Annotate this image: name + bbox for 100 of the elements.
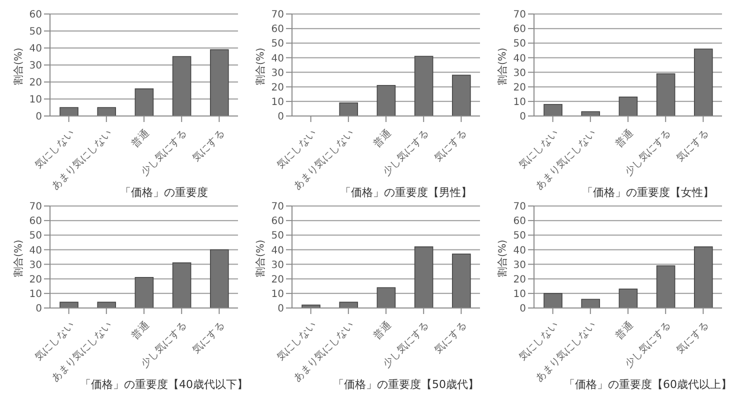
y-axis-title: 割合(%) bbox=[254, 240, 267, 277]
y-tick-label: 40 bbox=[271, 53, 284, 64]
bar bbox=[544, 104, 562, 116]
y-tick-label: 10 bbox=[271, 96, 284, 108]
bar bbox=[60, 302, 78, 308]
bar bbox=[97, 302, 116, 308]
y-tick-label: 0 bbox=[278, 112, 284, 123]
bar bbox=[172, 262, 192, 308]
bar bbox=[581, 111, 600, 116]
bar bbox=[618, 288, 638, 308]
y-tick-label: 20 bbox=[513, 82, 526, 94]
y-tick-label: 60 bbox=[29, 216, 42, 228]
x-tick-label: 普通 bbox=[129, 319, 152, 342]
x-tick-label: 気にする bbox=[432, 320, 469, 356]
y-tick-label: 30 bbox=[271, 260, 284, 271]
y-axis-title: 割合(%) bbox=[12, 48, 25, 85]
y-tick-label: 70 bbox=[29, 202, 42, 213]
bar bbox=[97, 107, 116, 116]
y-tick-label: 30 bbox=[271, 68, 284, 79]
y-tick-label: 60 bbox=[271, 24, 284, 36]
y-tick-label: 10 bbox=[29, 288, 42, 300]
y-axis-title: 割合(%) bbox=[12, 240, 25, 277]
y-tick-label: 10 bbox=[271, 288, 284, 300]
x-axis-title: 「価格」の重要度【女性】 bbox=[582, 186, 714, 199]
x-tick-label: 気にする bbox=[674, 128, 711, 164]
bar bbox=[656, 265, 676, 308]
y-tick-label: 10 bbox=[29, 94, 42, 106]
bar bbox=[618, 96, 638, 116]
bar bbox=[60, 107, 78, 116]
bar bbox=[134, 277, 154, 308]
x-axis-title: 「価格」の重要度【50歳代】 bbox=[333, 378, 479, 391]
bar bbox=[376, 287, 396, 308]
y-tick-label: 60 bbox=[513, 216, 526, 228]
y-tick-label: 70 bbox=[513, 10, 526, 21]
x-tick-label: 普通 bbox=[371, 319, 394, 342]
y-tick-label: 60 bbox=[271, 216, 284, 228]
y-tick-label: 30 bbox=[513, 260, 526, 271]
y-tick-label: 0 bbox=[278, 304, 284, 315]
x-tick-label: 気にする bbox=[674, 320, 711, 356]
y-tick-label: 20 bbox=[271, 274, 284, 286]
bar bbox=[134, 88, 154, 116]
y-tick-label: 20 bbox=[513, 274, 526, 286]
y-tick-label: 20 bbox=[271, 82, 284, 94]
y-tick-label: 10 bbox=[513, 96, 526, 108]
x-axis-title: 「価格」の重要度 bbox=[120, 186, 208, 199]
bar bbox=[452, 74, 471, 116]
bar bbox=[339, 102, 358, 116]
y-axis-title: 割合(%) bbox=[496, 48, 509, 85]
y-tick-label: 50 bbox=[513, 38, 526, 50]
x-tick-label: 普通 bbox=[371, 127, 394, 150]
y-tick-label: 50 bbox=[271, 230, 284, 242]
y-tick-label: 20 bbox=[29, 78, 42, 89]
y-tick-label: 40 bbox=[271, 245, 284, 256]
y-tick-label: 70 bbox=[513, 202, 526, 213]
bar bbox=[694, 48, 713, 116]
bar bbox=[376, 85, 396, 116]
y-tick-label: 50 bbox=[271, 38, 284, 50]
x-tick-label: 気にする bbox=[432, 128, 469, 164]
bar bbox=[452, 254, 471, 308]
bar bbox=[694, 246, 713, 308]
x-tick-label: 普通 bbox=[613, 127, 636, 150]
bar bbox=[414, 56, 434, 116]
bar bbox=[172, 56, 192, 116]
x-tick-label: 普通 bbox=[129, 127, 152, 150]
x-axis-title: 「価格」の重要度【男性】 bbox=[340, 186, 472, 199]
x-axis-title: 「価格」の重要度【60歳代以上】 bbox=[564, 378, 731, 391]
bar bbox=[302, 304, 320, 308]
y-tick-label: 0 bbox=[520, 304, 526, 315]
y-tick-label: 50 bbox=[513, 230, 526, 242]
bar bbox=[210, 49, 229, 116]
y-tick-label: 60 bbox=[29, 10, 42, 21]
bar bbox=[581, 298, 600, 308]
bar bbox=[414, 246, 434, 308]
y-tick-label: 70 bbox=[271, 10, 284, 21]
y-axis-title: 割合(%) bbox=[254, 48, 267, 85]
y-tick-label: 40 bbox=[513, 53, 526, 64]
y-tick-label: 10 bbox=[513, 288, 526, 300]
bar bbox=[339, 302, 358, 308]
y-tick-label: 50 bbox=[29, 26, 42, 38]
y-tick-label: 50 bbox=[29, 230, 42, 242]
y-tick-label: 20 bbox=[29, 274, 42, 286]
y-axis-title: 割合(%) bbox=[496, 240, 509, 277]
x-axis-title: 「価格」の重要度【40歳代以下】 bbox=[80, 378, 248, 391]
bar bbox=[544, 293, 562, 308]
y-tick-label: 60 bbox=[513, 24, 526, 36]
y-tick-label: 30 bbox=[513, 68, 526, 79]
y-tick-label: 0 bbox=[520, 112, 526, 123]
y-tick-label: 0 bbox=[36, 112, 42, 123]
y-tick-label: 40 bbox=[29, 44, 42, 55]
x-tick-label: 普通 bbox=[613, 319, 636, 342]
x-tick-label: 気にする bbox=[190, 320, 227, 356]
y-tick-label: 70 bbox=[271, 202, 284, 213]
bar bbox=[656, 73, 676, 116]
y-tick-label: 40 bbox=[29, 245, 42, 256]
y-tick-label: 30 bbox=[29, 260, 42, 271]
x-tick-label: 気にする bbox=[190, 128, 227, 164]
y-tick-label: 40 bbox=[513, 245, 526, 256]
y-tick-label: 0 bbox=[36, 304, 42, 315]
y-tick-label: 30 bbox=[29, 60, 42, 72]
bar bbox=[210, 249, 229, 308]
